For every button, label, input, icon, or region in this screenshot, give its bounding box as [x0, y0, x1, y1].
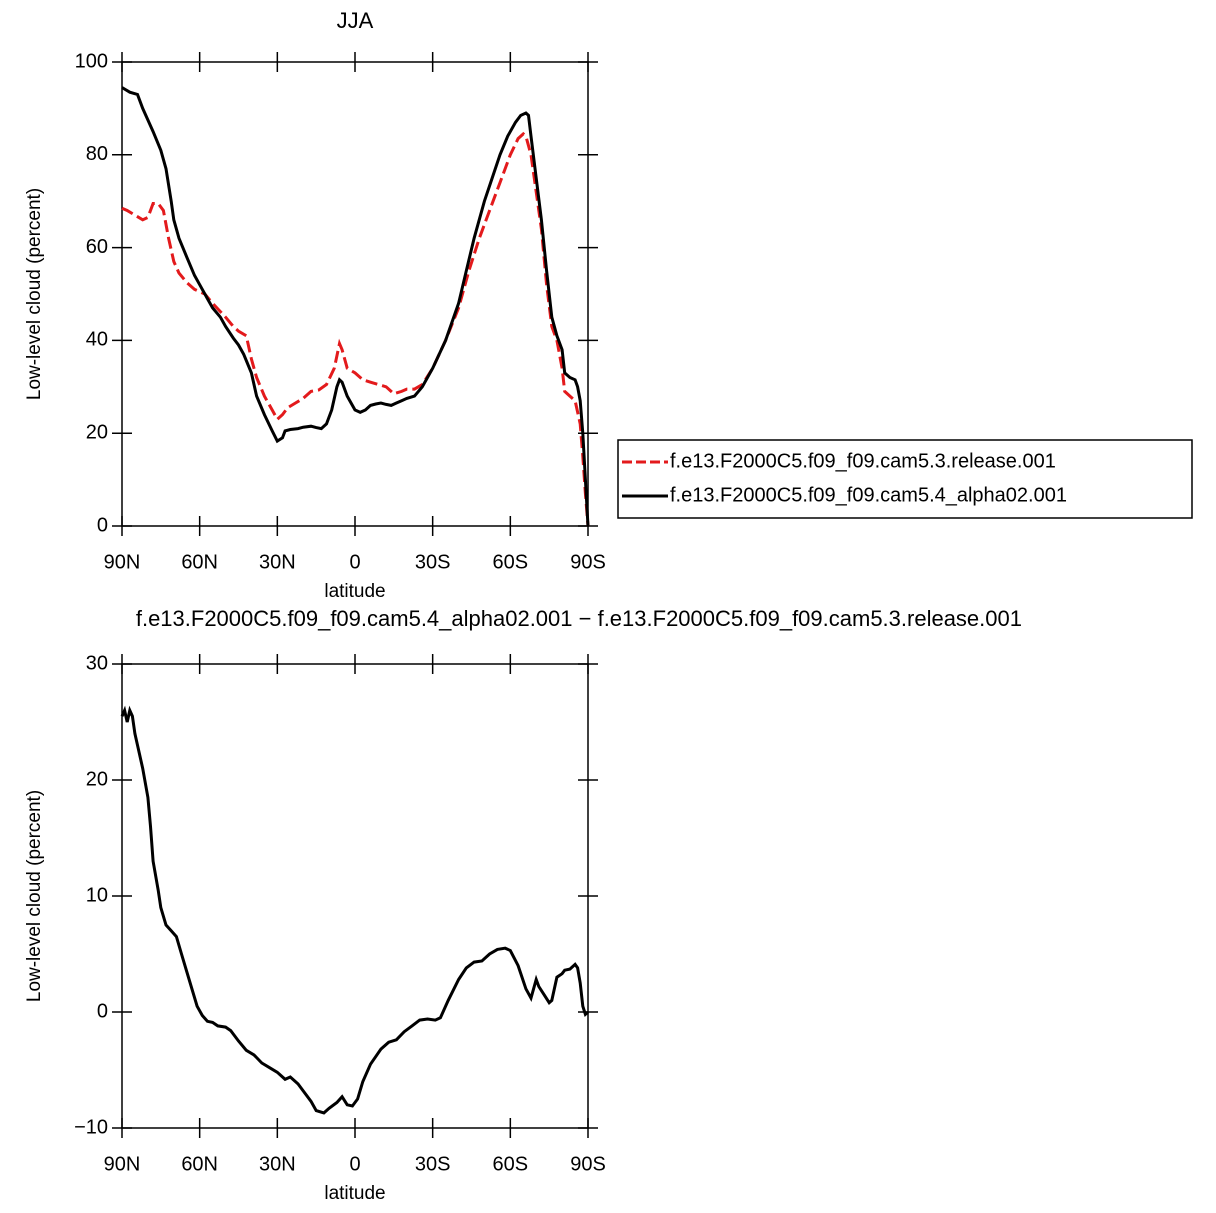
- data-line: [120, 705, 589, 1115]
- legend-box: [617, 439, 1193, 519]
- x-tick-label: 30S: [415, 551, 451, 573]
- data-line: [121, 131, 590, 527]
- plot-frame: [121, 663, 589, 1129]
- y-tick-label: 60: [86, 236, 108, 258]
- legend-label: f.e13.F2000C5.f09_f09.cam5.3.release.001: [670, 450, 1056, 472]
- chart-title: JJA: [337, 8, 374, 33]
- y-axis-label: Low-level cloud (percent): [24, 188, 45, 400]
- x-tick-label: 60S: [493, 1153, 529, 1175]
- y-tick-label: 0: [97, 514, 108, 536]
- chart-title: f.e13.F2000C5.f09_f09.cam5.4_alpha02.001…: [136, 606, 1022, 631]
- y-axis-label: Low-level cloud (percent): [24, 790, 45, 1002]
- y-tick-label: 40: [86, 329, 108, 351]
- x-tick-label: 0: [349, 1153, 360, 1175]
- y-tick-label: 80: [86, 143, 108, 165]
- x-tick-label: 30S: [415, 1153, 451, 1175]
- x-tick-label: 30N: [259, 1153, 296, 1175]
- x-axis-label: latitude: [324, 581, 385, 602]
- x-tick-label: 90N: [104, 1153, 141, 1175]
- y-tick-label: −10: [74, 1116, 108, 1138]
- plot-frame: [121, 61, 589, 527]
- x-tick-label: 60S: [493, 551, 529, 573]
- x-tick-label: 0: [349, 551, 360, 573]
- x-axis-label: latitude: [324, 1183, 385, 1204]
- x-tick-label: 60N: [181, 551, 218, 573]
- x-tick-label: 60N: [181, 1153, 218, 1175]
- y-tick-label: 30: [86, 652, 108, 674]
- x-tick-label: 90N: [104, 551, 141, 573]
- y-tick-label: 20: [86, 421, 108, 443]
- y-tick-label: 100: [75, 50, 108, 72]
- x-tick-label: 30N: [259, 551, 296, 573]
- legend-label: f.e13.F2000C5.f09_f09.cam5.4_alpha02.001: [670, 484, 1067, 506]
- x-tick-label: 90S: [570, 1153, 606, 1175]
- data-line: [121, 86, 590, 527]
- y-tick-label: 20: [86, 768, 108, 790]
- y-tick-label: 10: [86, 884, 108, 906]
- y-tick-label: 0: [97, 1000, 108, 1022]
- x-tick-label: 90S: [570, 551, 606, 573]
